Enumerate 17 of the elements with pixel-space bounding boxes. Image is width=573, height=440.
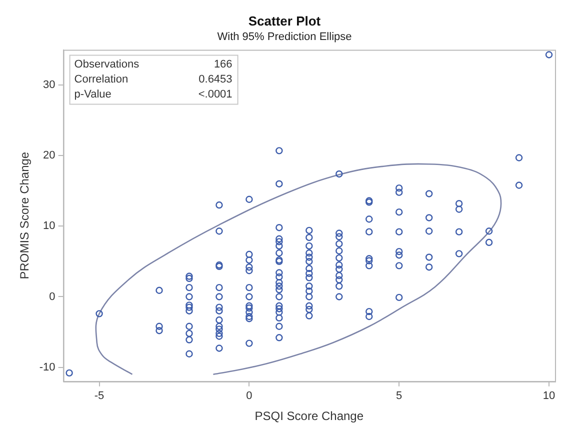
chart-subtitle: With 95% Prediction Ellipse — [217, 31, 352, 44]
y-tick-label: -10 — [39, 361, 56, 374]
x-tick-label: 5 — [396, 390, 402, 402]
text: Observations 166 — [74, 58, 232, 70]
y-axis-title: PROMIS Score Change — [18, 152, 32, 280]
text: p-Value <.0001 — [74, 88, 232, 100]
x-tick-label: -5 — [94, 390, 104, 402]
chart-title: Scatter Plot — [248, 13, 322, 28]
line-series — [95, 163, 502, 375]
y-tick-label: 30 — [43, 79, 56, 92]
y-tick-label: 0 — [49, 290, 56, 303]
y-tick-label: 20 — [43, 150, 56, 162]
text: Correlation 0.6453 — [74, 73, 232, 86]
x-axis-title: PSQI Score Change — [254, 409, 364, 424]
y-tick-label: 10 — [43, 220, 56, 232]
x-tick-label: 0 — [246, 390, 252, 402]
x-tick-label: 10 — [542, 390, 556, 402]
